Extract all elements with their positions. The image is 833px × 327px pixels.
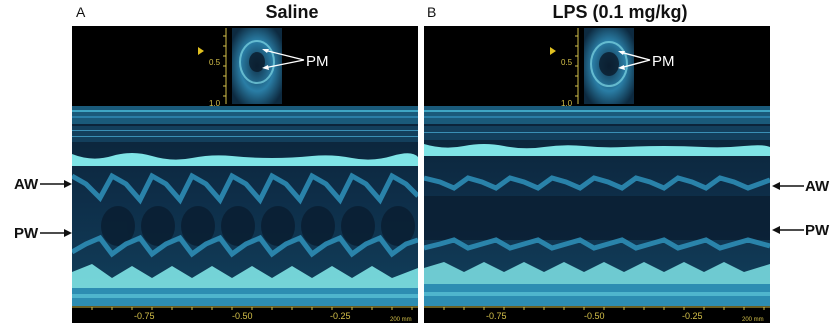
panel-b-pw-arrow-icon bbox=[772, 226, 804, 234]
panel-b-depth-tick-0: 0.5 bbox=[561, 58, 573, 67]
panel-b-scale-note: 200 mm bbox=[742, 317, 764, 323]
panel-b-time-tick-1: -0.50 bbox=[584, 311, 605, 321]
panel-b-pw-label: PW bbox=[805, 222, 830, 239]
panel-b-mmode-image: 0.5 1.0 PM bbox=[424, 26, 770, 323]
panel-b-letter: B bbox=[427, 4, 437, 20]
panel-a-svg: 0.5 1.0 PM bbox=[72, 26, 418, 323]
panel-a-scale-note: 200 mm bbox=[390, 317, 412, 323]
panel-a-aw-label: AW bbox=[14, 176, 39, 193]
panel-a-depth-tick-0: 0.5 bbox=[209, 58, 221, 67]
panel-b-pm-label: PM bbox=[652, 53, 675, 70]
panel-a-mmode-image: 0.5 1.0 PM bbox=[72, 26, 418, 323]
panel-a-pw-arrow-icon bbox=[40, 229, 72, 237]
panel-a-letter: A bbox=[76, 4, 86, 20]
panel-b-depth-tick-1: 1.0 bbox=[561, 99, 573, 108]
panel-b-aw-arrow-icon bbox=[772, 182, 804, 190]
panel-a-time-tick-1: -0.50 bbox=[232, 311, 253, 321]
panel-a-time-tick-2: -0.25 bbox=[330, 311, 351, 321]
panel-b-time-tick-0: -0.75 bbox=[486, 311, 507, 321]
panel-a-title: Saline bbox=[265, 2, 319, 22]
panel-b-svg: 0.5 1.0 PM bbox=[424, 26, 770, 323]
panel-a-pm-label: PM bbox=[306, 53, 329, 70]
panel-b-aw-label: AW bbox=[805, 178, 830, 195]
panel-b-title: LPS (0.1 mg/kg) bbox=[552, 2, 688, 22]
panel-b-time-tick-2: -0.25 bbox=[682, 311, 703, 321]
panel-a-aw-arrow-icon bbox=[40, 180, 72, 188]
panel-a-depth-tick-1: 1.0 bbox=[209, 99, 221, 108]
panel-a-time-tick-0: -0.75 bbox=[134, 311, 155, 321]
panel-a-pw-label: PW bbox=[14, 225, 39, 242]
